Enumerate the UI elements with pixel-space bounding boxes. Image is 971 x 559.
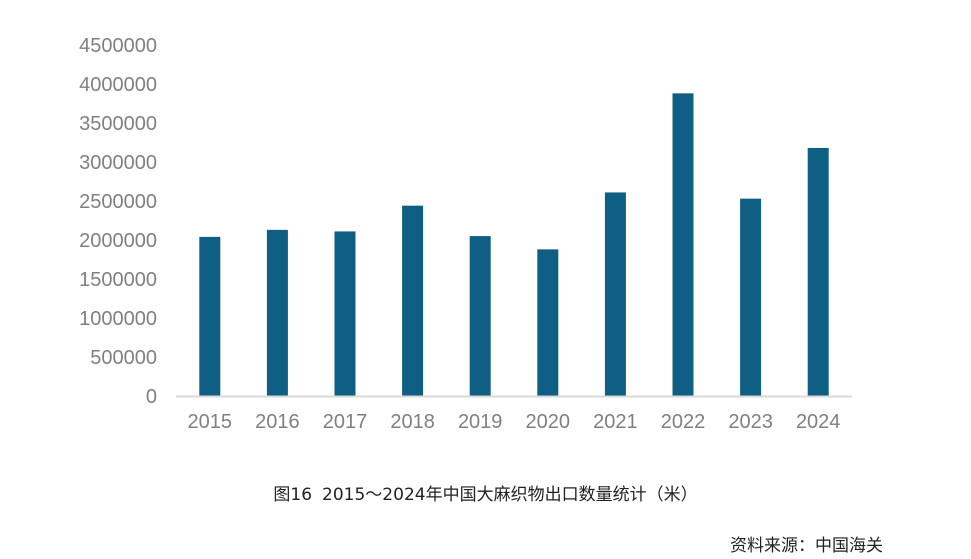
bar-2016 — [266, 229, 288, 396]
bar-2019 — [469, 236, 491, 396]
y-tick-label: 3000000 — [79, 152, 157, 174]
bar-2022 — [672, 93, 694, 397]
y-tick-label: 2500000 — [79, 191, 157, 213]
data-source: 资料来源：中国海关 — [730, 536, 883, 556]
bar-2017 — [334, 231, 356, 396]
bar-2023 — [740, 198, 762, 396]
bars — [199, 93, 829, 397]
y-tick-label: 3500000 — [79, 113, 157, 135]
x-tick-label: 2021 — [593, 411, 638, 433]
x-axis-ticks: 2015 2016 2017 2018 2019 2020 2021 2022 2023 2024 — [188, 411, 841, 433]
y-tick-label: 2000000 — [79, 230, 157, 252]
y-tick-label: 0 — [146, 386, 157, 408]
figure-title: 2015～2024年中国大麻织物出口数量统计（米） — [322, 485, 698, 505]
bar-2015 — [199, 236, 221, 396]
x-tick-label: 2015 — [188, 411, 233, 433]
y-tick-label: 1000000 — [79, 308, 157, 330]
bar-2024 — [807, 147, 829, 396]
x-tick-label: 2018 — [390, 411, 435, 433]
bar-2018 — [402, 205, 424, 396]
x-tick-label: 2024 — [796, 411, 841, 433]
bar-2021 — [604, 192, 626, 396]
x-tick-label: 2023 — [728, 411, 773, 433]
y-tick-label: 4500000 — [79, 35, 157, 57]
y-axis-ticks: 0 500000 1000000 1500000 2000000 2500000 30000… — [79, 35, 157, 408]
x-tick-label: 2019 — [458, 411, 503, 433]
bar-chart: 0 500000 1000000 1500000 2000000 2500000 30000… — [79, 35, 852, 433]
figure-caption: 图16 2015～2024年中国大麻织物出口数量统计（米） — [0, 480, 971, 505]
bar-2020 — [537, 249, 559, 396]
y-tick-label: 500000 — [90, 347, 157, 369]
x-tick-label: 2020 — [526, 411, 571, 433]
figure-number: 图16 — [273, 485, 313, 505]
chart-svg: 0 500000 1000000 1500000 2000000 2500000 30000… — [79, 35, 852, 433]
x-tick-label: 2022 — [661, 411, 706, 433]
x-tick-label: 2017 — [323, 411, 368, 433]
y-tick-label: 4000000 — [79, 74, 157, 96]
y-tick-label: 1500000 — [79, 269, 157, 291]
x-tick-label: 2016 — [255, 411, 300, 433]
